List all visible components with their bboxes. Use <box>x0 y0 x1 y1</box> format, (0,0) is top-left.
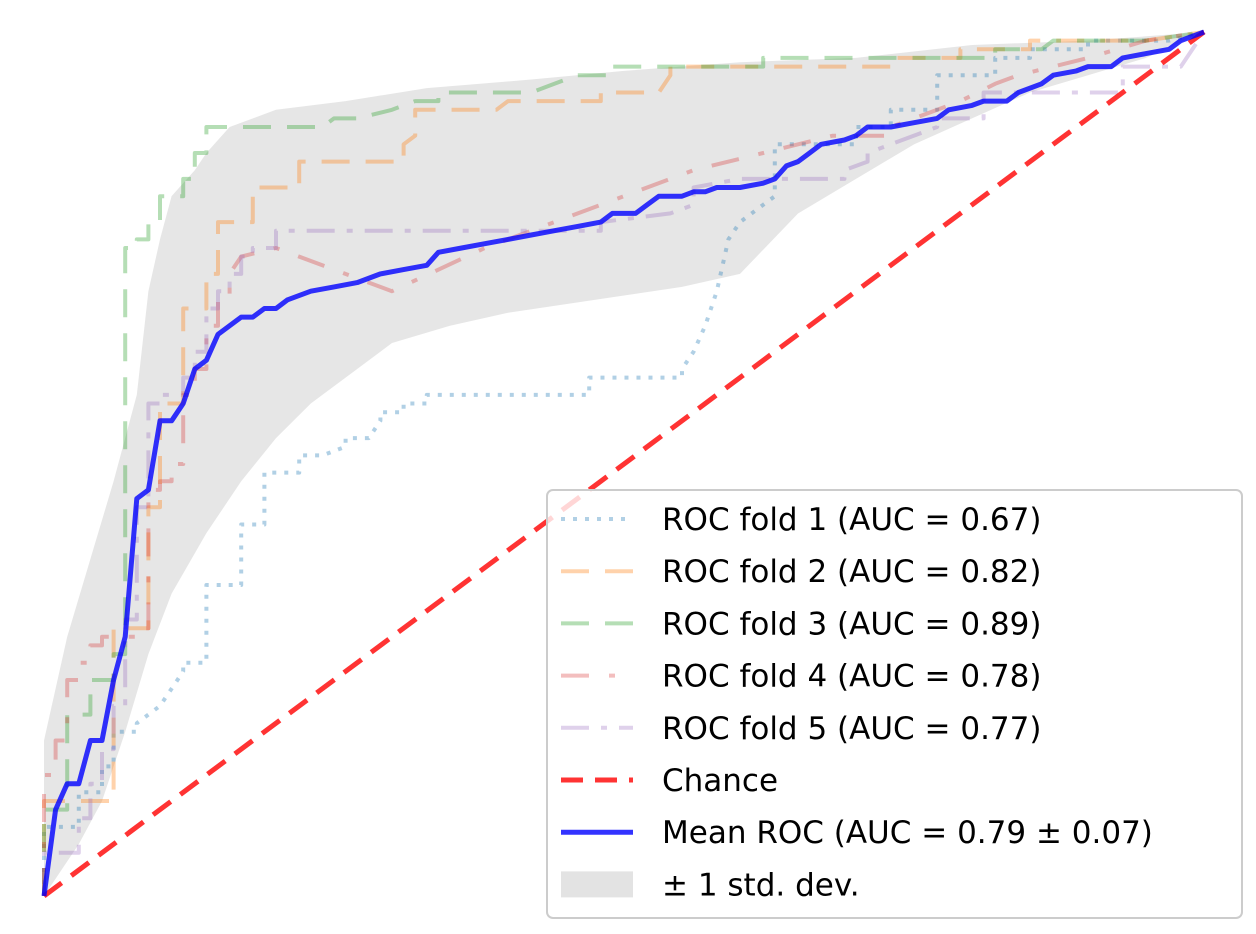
legend-label: ROC fold 3 (AUC = 0.89) <box>662 606 1041 642</box>
legend-item: ROC fold 3 (AUC = 0.89) <box>561 606 1041 642</box>
legend-swatch <box>561 871 633 898</box>
legend-label: Chance <box>662 763 778 799</box>
legend-item: Mean ROC (AUC = 0.79 ± 0.07) <box>561 815 1153 851</box>
series-line-4 <box>42 30 1205 896</box>
legend-box <box>546 489 1243 919</box>
legend-item: ROC fold 5 (AUC = 0.77) <box>561 711 1041 747</box>
series-line-6 <box>42 29 1206 899</box>
legend-item: ROC fold 1 (AUC = 0.67) <box>561 502 1041 538</box>
legend-items: ROC fold 1 (AUC = 0.67) ROC fold 2 (AUC =… <box>561 502 1153 903</box>
legend: ROC fold 1 (AUC = 0.67) ROC fold 2 (AUC =… <box>546 489 1243 919</box>
legend-item: ROC fold 2 (AUC = 0.82) <box>561 554 1041 590</box>
legend-label: ROC fold 2 (AUC = 0.82) <box>662 554 1041 590</box>
series-line-3 <box>42 30 1205 896</box>
series-line-7 <box>41 29 1205 897</box>
legend-label: ± 1 std. dev. <box>662 867 860 903</box>
legend-item: ± 1 std. dev. <box>561 867 860 903</box>
plot-area <box>41 29 1206 899</box>
std-dev-band <box>44 32 1204 896</box>
legend-label: ROC fold 1 (AUC = 0.67) <box>662 502 1041 538</box>
series-line-2 <box>42 30 1205 896</box>
legend-item: Chance <box>561 763 778 799</box>
legend-label: ROC fold 4 (AUC = 0.78) <box>662 659 1041 695</box>
series-line-5 <box>42 30 1206 896</box>
legend-label: ROC fold 5 (AUC = 0.77) <box>662 711 1041 747</box>
legend-label: Mean ROC (AUC = 0.79 ± 0.07) <box>662 815 1153 851</box>
legend-item: ROC fold 4 (AUC = 0.78) <box>561 659 1041 695</box>
